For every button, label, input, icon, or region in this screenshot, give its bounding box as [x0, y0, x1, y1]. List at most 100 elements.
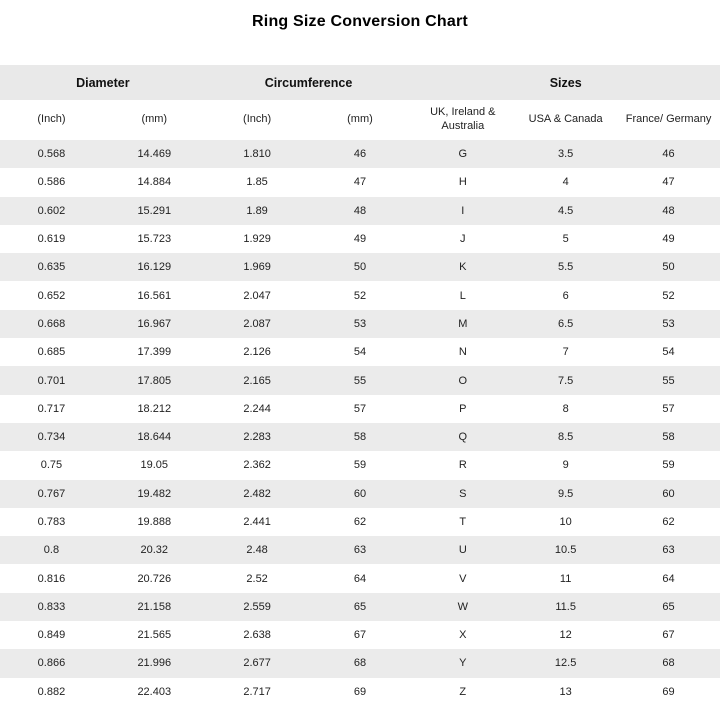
table-cell: 0.816 [37, 572, 66, 585]
table-cell: 53 [353, 317, 367, 330]
table-cell: 52 [662, 289, 675, 302]
table-cell: Z [459, 685, 467, 698]
table-row: 0.717 18.212 2.244 57 P 8 57 [0, 394, 720, 423]
column-header-circumference-inch: (Inch) [205, 100, 309, 140]
table-cell: 0.701 [37, 374, 66, 387]
table-cell: 5 [562, 233, 569, 246]
table-row: 0.849 21.565 2.638 67 X 12 67 [0, 621, 720, 650]
table-cell: 0.619 [37, 233, 66, 246]
table-cell: 67 [353, 629, 367, 642]
table-cell: 9.5 [557, 487, 574, 500]
table-cell: W [457, 600, 468, 613]
table-cell: G [458, 148, 468, 161]
table-cell: 7.5 [557, 374, 574, 387]
table-cell: T [459, 516, 467, 528]
table-cell: 6.5 [557, 317, 574, 330]
table-cell: 0.783 [37, 516, 66, 528]
table-cell: 20.32 [140, 544, 169, 557]
column-header-usa-canada: USA & Canada [514, 100, 618, 140]
table-cell: 68 [662, 657, 675, 670]
table-cell: 48 [662, 204, 675, 217]
table-cell: 63 [353, 544, 367, 557]
page-title: Ring Size Conversion Chart [252, 13, 468, 30]
table-row: 0.734 18.644 2.283 58 Q 8.5 58 [0, 422, 720, 452]
table-cell: 2.087 [243, 317, 271, 330]
table-cell: Q [458, 431, 468, 444]
table-row: 0.668 16.967 2.087 53 M 6.5 53 [0, 309, 720, 339]
table-cell: 5.5 [557, 261, 574, 274]
table-cell: 12.5 [554, 657, 577, 670]
table-body: 0.568 14.469 1.810 46 G 3.5 46 0.586 14.884 1.85 4… [0, 140, 720, 706]
table-cell: M [458, 317, 468, 330]
table-cell: 62 [353, 516, 367, 528]
table-header: Diameter Circumference Sizes (Inch) (mm)… [0, 65, 720, 140]
column-header-france-germany: France/ Germany [617, 100, 720, 140]
table-row: 0.75 19.05 2.362 59 R 9 59 [0, 451, 720, 480]
table-cell: 21.158 [137, 600, 172, 613]
table-cell: 14.884 [137, 176, 172, 189]
table-cell: 69 [662, 685, 675, 698]
table-cell: 0.668 [37, 317, 66, 330]
table-cell: 0.652 [37, 289, 66, 302]
table-cell: 13 [559, 685, 572, 698]
table-row: 0.882 22.403 2.717 69 Z 13 69 [0, 677, 720, 706]
table-cell: 47 [353, 176, 367, 189]
table-cell: 2.717 [243, 685, 271, 698]
table-cell: 1.89 [246, 204, 268, 217]
table-cell: 2.441 [243, 516, 271, 528]
table-cell: 0.75 [40, 459, 63, 472]
table-cell: 0.568 [37, 148, 66, 161]
table-cell: 15.723 [137, 233, 172, 246]
table-cell: 59 [353, 459, 367, 472]
table-cell: 65 [353, 600, 367, 613]
table-cell: 0.833 [37, 600, 66, 613]
table-cell: 19.482 [137, 487, 172, 500]
table-cell: 2.126 [243, 346, 271, 359]
table-cell: 2.283 [243, 431, 271, 444]
table-cell: P [459, 402, 467, 415]
table-row: 0.783 19.888 2.441 62 T 10 62 [0, 507, 720, 537]
table-cell: 19.05 [140, 459, 169, 472]
column-header-row: (Inch) (mm) (Inch) (mm) UK, Ireland & Au… [0, 100, 720, 140]
table-cell: 60 [353, 487, 367, 500]
table-cell: L [459, 289, 466, 302]
table-cell: 10 [559, 516, 572, 528]
table-cell: 17.805 [137, 374, 172, 387]
table-row: 0.586 14.884 1.85 47 H 4 47 [0, 168, 720, 197]
table-cell: 1.85 [246, 176, 268, 189]
table-cell: 63 [662, 544, 675, 557]
group-header-diameter: Diameter [0, 65, 206, 100]
table-cell: 65 [662, 600, 675, 613]
table-cell: 50 [353, 261, 367, 274]
table-cell: 4 [562, 176, 569, 189]
table-cell: 0.717 [37, 402, 66, 415]
table-cell: 8.5 [557, 431, 574, 444]
table-cell: 53 [662, 317, 675, 330]
table-cell: 2.047 [243, 289, 271, 302]
table-cell: 19.888 [137, 516, 172, 528]
table-cell: 16.129 [137, 261, 172, 274]
table-cell: O [458, 374, 468, 387]
column-header-uk-ireland-australia: UK, Ireland & Australia [411, 100, 515, 140]
table-row: 0.568 14.469 1.810 46 G 3.5 46 [0, 140, 720, 169]
table-cell: 0.882 [37, 685, 66, 698]
table-cell: 59 [662, 459, 675, 472]
table-cell: I [461, 204, 465, 217]
table-cell: 55 [353, 374, 367, 387]
table-cell: 0.767 [37, 487, 66, 500]
table-cell: 1.929 [243, 233, 271, 246]
table-row: 0.635 16.129 1.969 50 K 5.5 50 [0, 253, 720, 282]
table-cell: 0.8 [43, 544, 60, 557]
table-cell: 47 [662, 176, 675, 189]
table-cell: 21.996 [137, 657, 172, 670]
table-cell: 2.244 [243, 402, 271, 415]
table-cell: K [459, 261, 467, 274]
table-cell: 67 [662, 629, 675, 642]
table-cell: 17.399 [137, 346, 172, 359]
group-header-row: Diameter Circumference Sizes [0, 65, 720, 100]
table-cell: 64 [353, 572, 367, 585]
table-cell: 18.644 [137, 431, 172, 444]
table-cell: 9 [562, 459, 569, 472]
table-cell: 55 [662, 374, 675, 387]
table-cell: 10.5 [554, 544, 577, 557]
